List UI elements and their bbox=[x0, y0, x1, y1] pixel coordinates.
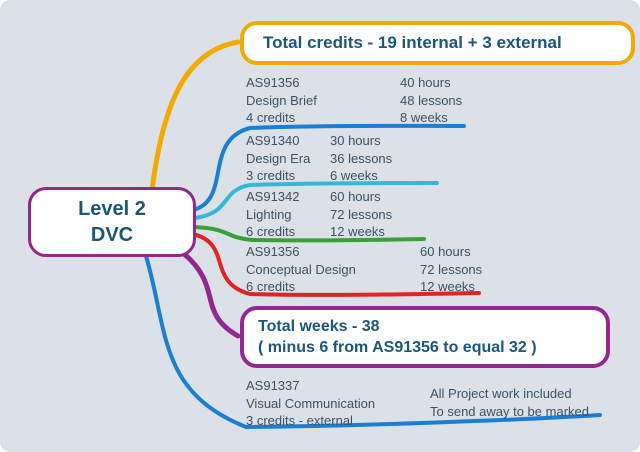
standard-stats-design-brief: 40 hours 48 lessons 8 weeks bbox=[400, 74, 462, 127]
total-weeks-node[interactable]: Total weeks - 38 ( minus 6 from AS91356 … bbox=[240, 306, 610, 368]
standard-lessons: 36 lessons bbox=[330, 150, 393, 166]
standard-credits: 3 credits bbox=[246, 168, 296, 183]
standard-hours: 40 hours bbox=[400, 75, 451, 90]
total-weeks-line2: ( minus 6 from AS91356 to equal 32 ) bbox=[258, 339, 537, 356]
root-node-level2-dvc[interactable]: Level 2 DVC bbox=[28, 187, 196, 257]
standard-credits: 6 credits bbox=[246, 224, 296, 239]
total-credits-node[interactable]: Total credits - 19 internal + 3 external bbox=[240, 21, 635, 65]
branch-visual-communication bbox=[144, 254, 602, 430]
standard-stats-lighting: 60 hours 72 lessons 12 weeks bbox=[330, 188, 392, 241]
standard-stats-design-era: 30 hours 36 lessons 6 weeks bbox=[330, 132, 392, 185]
branch-lighting bbox=[193, 225, 426, 243]
standard-credits: 6 credits bbox=[246, 279, 296, 294]
standard-code: AS91340 bbox=[246, 133, 300, 148]
standard-lessons: 48 lessons bbox=[400, 92, 463, 108]
branch-total-weeks bbox=[180, 250, 241, 339]
standard-name: Visual Communication bbox=[246, 395, 376, 411]
root-node-title-line2: DVC bbox=[90, 224, 134, 246]
branch-conceptual-design bbox=[191, 232, 481, 297]
standard-node-conceptual-design[interactable]: AS91356 Conceptual Design 6 credits bbox=[246, 243, 356, 296]
standard-node-design-brief[interactable]: AS91356 Design Brief 4 credits bbox=[246, 74, 317, 127]
standard-note-line1: All Project work included bbox=[430, 386, 572, 401]
standard-weeks: 6 weeks bbox=[330, 168, 378, 183]
standard-code: AS91356 bbox=[246, 244, 300, 259]
standard-credits: 3 credits - external bbox=[246, 413, 353, 428]
standard-stats-conceptual-design: 60 hours 72 lessons 12 weeks bbox=[420, 243, 482, 296]
standard-code: AS91337 bbox=[246, 378, 300, 393]
standard-lessons: 72 lessons bbox=[420, 261, 483, 277]
branch-design-brief bbox=[191, 123, 466, 212]
branch-design-era bbox=[193, 181, 439, 220]
standard-name: Design Brief bbox=[246, 92, 317, 108]
branch-total-credits bbox=[149, 39, 241, 193]
standard-node-visual-communication[interactable]: AS91337 Visual Communication 3 credits -… bbox=[246, 377, 375, 430]
standard-hours: 30 hours bbox=[330, 133, 381, 148]
standard-hours: 60 hours bbox=[420, 244, 471, 259]
standard-name: Design Era bbox=[246, 150, 311, 166]
standard-code: AS91356 bbox=[246, 75, 300, 90]
standard-node-lighting[interactable]: AS91342 Lighting 6 credits bbox=[246, 188, 300, 241]
standard-hours: 60 hours bbox=[330, 189, 381, 204]
root-node-title-line1: Level 2 bbox=[78, 198, 146, 220]
total-weeks-line1: Total weeks - 38 bbox=[258, 318, 380, 335]
standard-node-design-era[interactable]: AS91340 Design Era 3 credits bbox=[246, 132, 310, 185]
standard-lessons: 72 lessons bbox=[330, 206, 393, 222]
standard-credits: 4 credits bbox=[246, 110, 296, 125]
standard-name: Conceptual Design bbox=[246, 261, 356, 277]
standard-name: Lighting bbox=[246, 206, 292, 222]
standard-weeks: 12 weeks bbox=[330, 224, 385, 239]
standard-weeks: 12 weeks bbox=[420, 279, 475, 294]
total-credits-label: Total credits - 19 internal + 3 external bbox=[263, 33, 562, 52]
standard-code: AS91342 bbox=[246, 189, 300, 204]
standard-weeks: 8 weeks bbox=[400, 110, 448, 125]
standard-notes-visual-communication: All Project work included To send away t… bbox=[430, 385, 589, 420]
standard-note-line2: To send away to be marked bbox=[430, 403, 589, 419]
